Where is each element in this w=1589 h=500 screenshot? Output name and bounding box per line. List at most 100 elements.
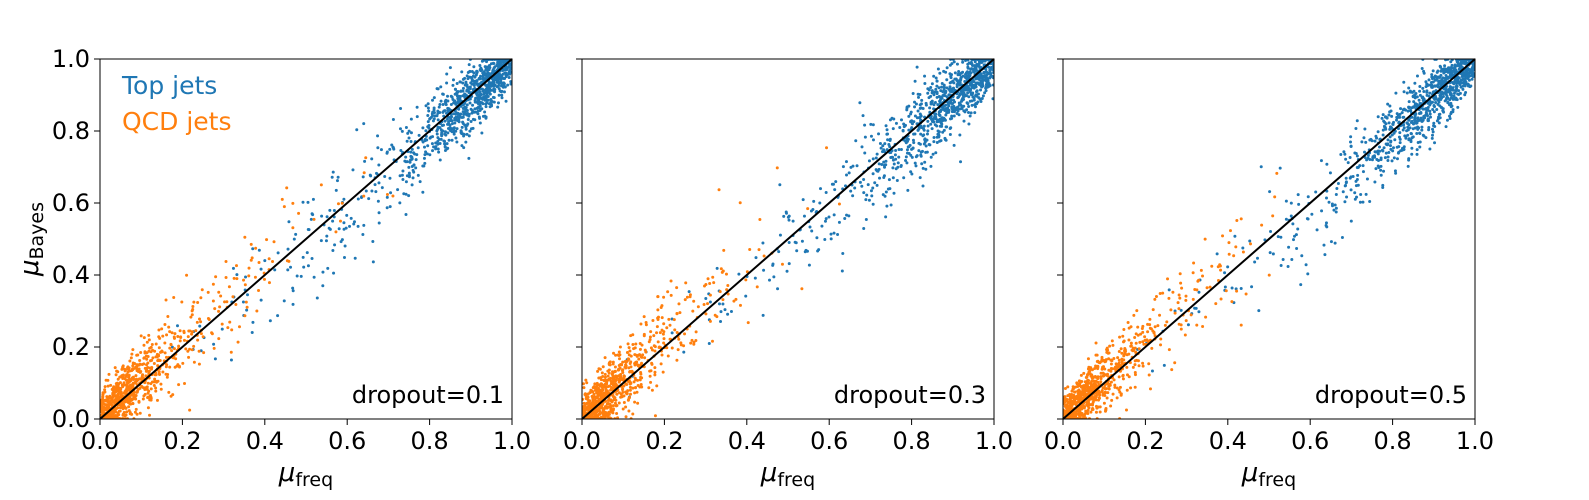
top-jets-point [367, 197, 371, 201]
qcd-jets-point [134, 397, 138, 401]
top-jets-point [310, 212, 314, 216]
top-jets-point [461, 94, 465, 98]
top-jets-point [1387, 121, 1391, 125]
x-tick-label: 0.6 [810, 427, 848, 455]
top-jets-point [451, 127, 455, 131]
top-jets-point [404, 192, 408, 196]
top-jets-point [1325, 162, 1329, 166]
top-jets-point [983, 59, 987, 63]
top-jets-point [917, 116, 921, 120]
qcd-jets-point [105, 406, 109, 410]
qcd-jets-point [267, 281, 271, 285]
top-jets-point [455, 127, 459, 131]
top-jets-point [884, 159, 888, 163]
top-jets-point [862, 177, 866, 181]
top-jets-point [919, 132, 923, 136]
top-jets-point [437, 105, 441, 109]
top-jets-point [932, 120, 936, 124]
top-jets-point [500, 75, 504, 79]
qcd-jets-point [634, 386, 637, 390]
qcd-jets-point [806, 207, 810, 211]
top-jets-point [503, 68, 507, 72]
qcd-jets-point [1105, 396, 1109, 400]
qcd-jets-point [285, 259, 289, 263]
qcd-jets-point [643, 348, 647, 352]
top-jets-point [276, 314, 280, 318]
panel-1: 0.0 0.2 0.4 0.6 0.8 1.00.00.20.40.60.81.0μfre… [15, 45, 531, 491]
top-jets-point [418, 180, 422, 184]
top-jets-point [911, 92, 915, 96]
top-jets-point [988, 75, 992, 79]
top-jets-point [273, 268, 277, 272]
top-jets-point [1421, 118, 1425, 122]
qcd-jets-point [1201, 324, 1205, 328]
qcd-jets-point [602, 415, 606, 419]
top-jets-point [414, 166, 418, 170]
top-jets-point [1408, 126, 1412, 130]
qcd-jets-point [622, 401, 626, 405]
top-jets-point [443, 142, 447, 146]
top-jets-point [355, 128, 359, 132]
top-jets-point [427, 109, 431, 113]
qcd-jets-point [591, 396, 595, 400]
top-jets-point [1410, 146, 1414, 150]
top-jets-point [754, 256, 758, 260]
qcd-jets-point [631, 412, 635, 416]
qcd-jets-point [230, 328, 234, 332]
top-jets-point [1431, 133, 1434, 137]
qcd-jets-point [166, 372, 170, 376]
top-jets-point [1353, 197, 1357, 201]
top-jets-point [871, 123, 875, 127]
top-jets-point [1463, 77, 1467, 81]
top-jets-point [884, 124, 888, 128]
top-jets-point [881, 144, 885, 148]
qcd-jets-point [132, 381, 136, 385]
top-jets-point [809, 209, 813, 213]
qcd-jets-point [1115, 386, 1119, 390]
top-jets-point [462, 146, 466, 150]
top-jets-point [454, 112, 458, 116]
top-jets-point [1437, 97, 1441, 101]
top-jets-point [1364, 140, 1368, 144]
qcd-jets-point [677, 302, 681, 306]
top-jets-point [1179, 308, 1183, 312]
qcd-jets-point [631, 343, 635, 347]
top-jets-point [423, 161, 427, 165]
top-jets-point [1425, 89, 1429, 93]
qcd-jets-point [626, 389, 630, 393]
top-jets-point [1388, 110, 1392, 114]
top-jets-point [967, 61, 971, 65]
qcd-jets-point [131, 375, 135, 379]
x-tick-label: 0.2 [645, 427, 683, 455]
qcd-jets-point [121, 384, 125, 388]
qcd-jets-point [722, 248, 726, 252]
top-jets-point [437, 150, 441, 154]
top-jets-point [896, 165, 900, 169]
qcd-jets-point [391, 194, 395, 198]
qcd-jets-point [1110, 398, 1114, 402]
qcd-jets-point [145, 340, 149, 344]
qcd-jets-point [1219, 297, 1223, 301]
top-jets-point [962, 104, 966, 108]
top-jets-point [408, 160, 412, 164]
top-jets-point [1463, 84, 1467, 88]
top-jets-point [362, 223, 366, 227]
top-jets-point [778, 183, 782, 187]
qcd-jets-point [254, 246, 258, 250]
qcd-jets-point [267, 257, 271, 261]
qcd-jets-point [582, 397, 585, 401]
top-jets-point [268, 319, 272, 323]
qcd-jets-point [247, 266, 251, 270]
top-jets-point [1407, 157, 1411, 161]
qcd-jets-point [336, 202, 340, 206]
qcd-jets-point [748, 247, 752, 251]
top-jets-point [1405, 121, 1409, 125]
qcd-jets-point [658, 331, 662, 335]
qcd-jets-point [692, 299, 696, 303]
top-jets-point [921, 184, 925, 188]
top-jets-point [795, 249, 799, 253]
top-jets-point [1452, 94, 1456, 98]
qcd-jets-point [837, 202, 841, 206]
top-jets-point [421, 190, 425, 194]
top-jets-point [379, 148, 383, 152]
